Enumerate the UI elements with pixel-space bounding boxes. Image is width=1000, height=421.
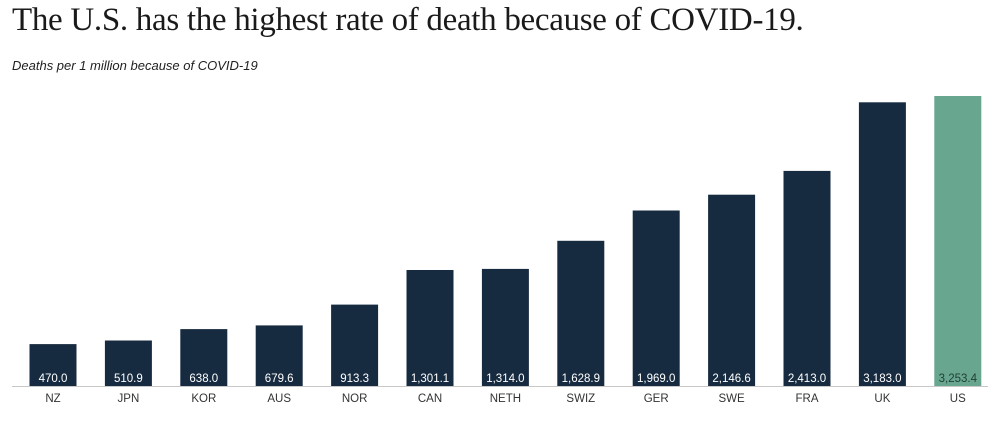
tick-label-swiz: SWIZ bbox=[566, 393, 595, 405]
bar-fra bbox=[783, 170, 831, 386]
bar-kor bbox=[180, 329, 228, 386]
tick-label-aus: AUS bbox=[267, 393, 291, 405]
bar-us bbox=[934, 96, 982, 386]
tick-label-nz: NZ bbox=[45, 393, 60, 405]
tick-label-nor: NOR bbox=[342, 393, 368, 405]
bar-aus bbox=[255, 325, 303, 386]
tick-label-kor: KOR bbox=[191, 393, 216, 405]
value-label-ger: 1,969.0 bbox=[637, 373, 675, 385]
tick-label-us: US bbox=[950, 393, 966, 405]
bar-nor bbox=[331, 304, 379, 386]
bar-ger bbox=[632, 210, 680, 386]
tick-label-neth: NETH bbox=[490, 393, 521, 405]
value-label-fra: 2,413.0 bbox=[788, 373, 826, 385]
value-label-neth: 1,314.0 bbox=[486, 373, 524, 385]
value-label-can: 1,301.1 bbox=[411, 373, 449, 385]
bar-swe bbox=[708, 194, 756, 386]
value-label-nor: 913.3 bbox=[340, 373, 369, 385]
bar-uk bbox=[858, 102, 906, 387]
bar-neth bbox=[481, 268, 529, 386]
bar-nz bbox=[29, 344, 77, 386]
bar-can bbox=[406, 270, 454, 386]
tick-label-swe: SWE bbox=[718, 393, 745, 405]
value-label-nz: 470.0 bbox=[39, 373, 68, 385]
tick-label-can: CAN bbox=[418, 393, 442, 405]
tick-label-fra: FRA bbox=[796, 393, 819, 405]
value-label-swe: 2,146.6 bbox=[712, 373, 750, 385]
chart-title: The U.S. has the highest rate of death b… bbox=[12, 2, 804, 38]
value-label-aus: 679.6 bbox=[265, 373, 294, 385]
value-label-uk: 3,183.0 bbox=[863, 373, 901, 385]
tick-label-ger: GER bbox=[644, 393, 669, 405]
value-label-us: 3,253.4 bbox=[939, 373, 978, 385]
tick-label-jpn: JPN bbox=[118, 393, 140, 405]
bar-jpn bbox=[104, 340, 152, 386]
value-label-swiz: 1,628.9 bbox=[562, 373, 600, 385]
value-label-jpn: 510.9 bbox=[114, 373, 143, 385]
chart-subtitle: Deaths per 1 million because of COVID-19 bbox=[12, 58, 258, 73]
tick-label-uk: UK bbox=[874, 393, 890, 405]
value-label-kor: 638.0 bbox=[189, 373, 218, 385]
bar-swiz bbox=[557, 240, 605, 386]
